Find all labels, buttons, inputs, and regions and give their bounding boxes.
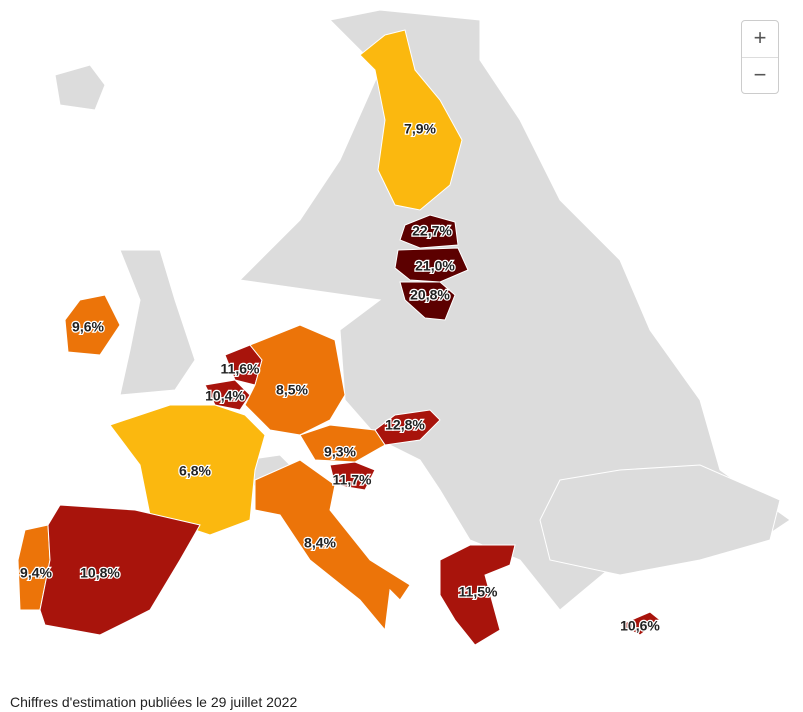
country xyxy=(109,404,266,536)
footnote: Chiffres d'estimation publiées le 29 jui… xyxy=(10,694,298,710)
value-label: 11,5% xyxy=(459,584,498,600)
value-label: 11,7% xyxy=(333,472,372,488)
country xyxy=(254,459,411,632)
country xyxy=(618,611,661,636)
value-label: 21,0% xyxy=(415,258,455,274)
country xyxy=(399,214,459,249)
country xyxy=(439,544,516,646)
value-label: 9,4% xyxy=(20,565,52,581)
value-label: 8,5% xyxy=(276,382,308,398)
country xyxy=(359,29,463,211)
zoom-in-button[interactable]: + xyxy=(742,21,778,58)
zoom-control: + − xyxy=(741,20,779,94)
value-label: 7,9% xyxy=(404,121,436,137)
value-label: 22,7% xyxy=(412,223,452,239)
value-label: 9,3% xyxy=(324,444,356,460)
country xyxy=(204,379,251,411)
country xyxy=(329,461,376,491)
value-label: 12,8% xyxy=(385,417,425,433)
value-label: 9,6% xyxy=(72,319,104,335)
value-label: 10,8% xyxy=(80,565,120,581)
value-label: 6,8% xyxy=(179,463,211,479)
zoom-out-button[interactable]: − xyxy=(753,62,767,87)
value-label: 8,4% xyxy=(304,535,336,551)
value-label: 10,4% xyxy=(205,388,245,404)
value-label: 10,6% xyxy=(620,618,660,634)
country xyxy=(39,504,201,636)
value-label: 20,8% xyxy=(410,287,450,303)
country xyxy=(64,294,121,356)
country xyxy=(299,424,386,463)
country xyxy=(399,281,456,321)
value-label: 11,6% xyxy=(221,361,260,377)
country xyxy=(244,324,346,436)
